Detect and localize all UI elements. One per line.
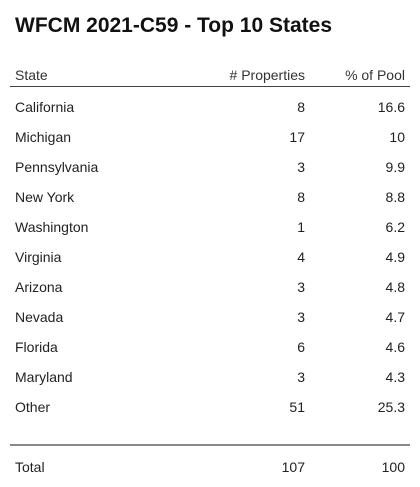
cell-pct-pool: 4.8: [385, 279, 405, 295]
table-row: Virginia 4 4.9: [10, 237, 410, 267]
cell-state: California: [15, 99, 75, 115]
table-row: Nevada 3 4.7: [10, 297, 410, 327]
table-row: Michigan 17 10: [10, 117, 410, 147]
cell-state: Other: [15, 399, 51, 415]
cell-pct-pool: 6.2: [385, 219, 405, 235]
cell-state: Pennsylvania: [15, 159, 99, 175]
cell-properties: 6: [297, 339, 305, 355]
cell-pct-pool: 4.6: [385, 339, 405, 355]
cell-pct-pool: 25.3: [377, 399, 405, 415]
cell-properties: 3: [297, 309, 305, 325]
table-row: New York 8 8.8: [10, 177, 410, 207]
table-body: California 8 16.6 Michigan 17 10 Pennsylvania 3…: [10, 87, 410, 417]
cell-pct-pool: 8.8: [385, 189, 405, 205]
states-table: State # Properties % of Pool California 8…: [10, 64, 410, 417]
cell-state: Michigan: [15, 129, 72, 145]
cell-state: Washington: [15, 219, 89, 235]
column-header-properties: # Properties: [229, 67, 305, 83]
cell-properties: 8: [297, 189, 305, 205]
cell-properties: 4: [297, 249, 305, 265]
cell-properties: 51: [289, 399, 305, 415]
cell-properties: 1: [297, 219, 305, 235]
cell-pct-pool: 4.7: [385, 309, 405, 325]
table-row: Washington 1 6.2: [10, 207, 410, 237]
cell-state: Virginia: [15, 249, 62, 265]
total-label: Total: [15, 459, 45, 475]
cell-properties: 3: [297, 279, 305, 295]
cell-state: Florida: [15, 339, 58, 355]
cell-state: Nevada: [15, 309, 64, 325]
table-row: Pennsylvania 3 9.9: [10, 147, 410, 177]
cell-pct-pool: 4.9: [385, 249, 405, 265]
cell-pct-pool: 10: [389, 129, 405, 145]
cell-pct-pool: 4.3: [385, 369, 405, 385]
cell-state: Maryland: [15, 369, 73, 385]
total-properties: 107: [281, 459, 305, 475]
cell-properties: 8: [297, 99, 305, 115]
cell-pct-pool: 9.9: [385, 159, 405, 175]
table-row: California 8 16.6: [10, 87, 410, 117]
total-divider: [10, 444, 410, 446]
total-pct-pool: 100: [381, 459, 405, 475]
table-row: Maryland 3 4.3: [10, 357, 410, 387]
cell-properties: 3: [297, 159, 305, 175]
cell-properties: 3: [297, 369, 305, 385]
cell-properties: 17: [289, 129, 305, 145]
page-title: WFCM 2021-C59 - Top 10 States: [15, 14, 333, 37]
table-row: Florida 6 4.6: [10, 327, 410, 357]
cell-pct-pool: 16.6: [377, 99, 405, 115]
table-row: Other 51 25.3: [10, 387, 410, 417]
cell-state: New York: [15, 189, 75, 205]
table-row: Arizona 3 4.8: [10, 267, 410, 297]
cell-state: Arizona: [15, 279, 63, 295]
table-header: State # Properties % of Pool: [10, 64, 410, 87]
total-row: Total 107 100: [10, 446, 410, 476]
column-header-state: State: [15, 67, 48, 83]
column-header-pct-pool: % of Pool: [345, 67, 405, 83]
